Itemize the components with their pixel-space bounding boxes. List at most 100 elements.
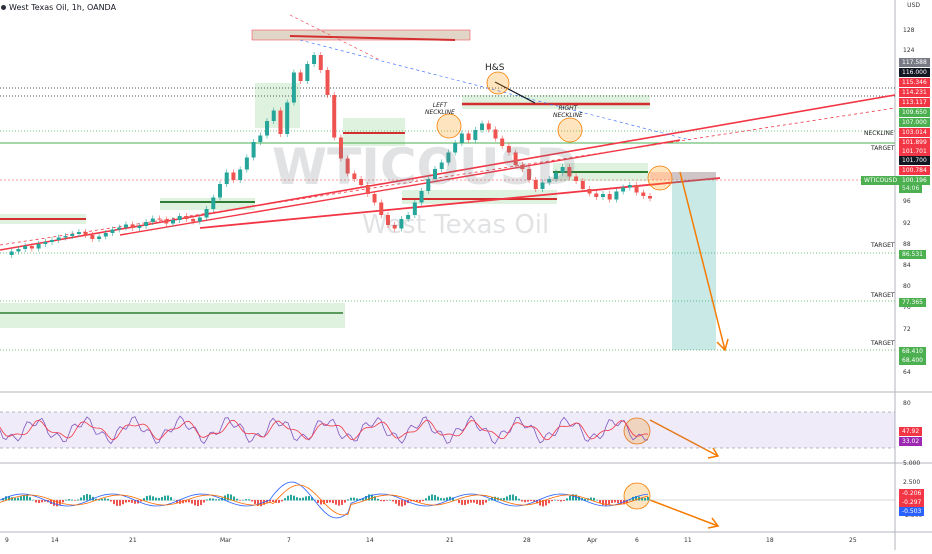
- candle-body: [406, 215, 411, 219]
- macd-histogram-bar: [293, 495, 295, 501]
- candle-body: [607, 194, 612, 200]
- macd-histogram-bar: [512, 494, 514, 501]
- macd-histogram-bar: [281, 500, 283, 502]
- trendline: [0, 107, 896, 246]
- candle-body: [76, 232, 81, 234]
- currency-label[interactable]: USD: [907, 2, 920, 9]
- candle-body: [144, 222, 149, 226]
- macd-histogram-bar: [338, 500, 340, 506]
- macd-histogram-bar: [245, 499, 247, 501]
- macd-histogram-bar: [572, 494, 574, 501]
- candle-body: [453, 143, 458, 153]
- candle-body: [164, 219, 169, 224]
- candle-body: [359, 179, 364, 185]
- macd-histogram-bar: [2, 498, 4, 501]
- macd-histogram-bar: [590, 497, 592, 501]
- macd-histogram-bar: [302, 497, 304, 501]
- candle-body: [594, 193, 599, 197]
- candle-body: [103, 233, 108, 237]
- candle-body: [365, 185, 370, 194]
- x-tick: 25: [849, 537, 857, 544]
- macd-histogram-bar: [272, 500, 274, 502]
- annotation-hs: H&S: [485, 63, 505, 73]
- stop-zone: [650, 172, 716, 180]
- macd-histogram-bar: [329, 500, 331, 503]
- macd-histogram-bar: [278, 500, 280, 503]
- candle-body: [197, 217, 202, 222]
- macd-histogram-bar: [17, 497, 19, 501]
- macd-histogram-bar: [113, 500, 115, 505]
- candle-body: [97, 236, 102, 239]
- macd-histogram-bar: [467, 500, 469, 504]
- candle-body: [486, 123, 491, 130]
- candle-body: [480, 123, 485, 130]
- macd-histogram-bar: [647, 496, 649, 501]
- macd-histogram-bar: [437, 496, 439, 501]
- candle-body: [533, 180, 538, 189]
- rsi-label: 47.92: [899, 427, 923, 436]
- candle-body: [392, 225, 397, 229]
- candle-body: [412, 202, 417, 215]
- arrow-head: [716, 338, 729, 352]
- macd-histogram-bar: [644, 498, 646, 501]
- rsi-line: [0, 415, 649, 445]
- candle-body: [305, 64, 310, 81]
- trendline: [289, 14, 381, 61]
- volume-profile: [252, 30, 470, 40]
- macd-histogram-bar: [635, 495, 637, 501]
- macd-histogram-bar: [449, 496, 451, 501]
- macd-histogram-bar: [404, 500, 406, 506]
- macd-histogram-bar: [191, 500, 193, 504]
- candle-body: [251, 142, 256, 158]
- candle-body: [137, 226, 142, 228]
- macd-histogram-bar: [206, 499, 208, 501]
- x-tick: 28: [523, 537, 531, 544]
- symbol-badge[interactable]: WTICOUSD: [861, 176, 901, 185]
- macd-histogram-bar: [521, 500, 523, 502]
- arrow-head: [707, 447, 720, 459]
- trendline: [0, 94, 896, 251]
- candle-body: [298, 72, 303, 81]
- x-tick: 14: [366, 537, 374, 544]
- macd-histogram-bar: [569, 495, 571, 501]
- x-tick: 21: [446, 537, 454, 544]
- annotation-left-neckline: LEFT NECKLINE: [425, 102, 455, 116]
- macd-histogram-bar: [593, 497, 595, 501]
- candle-body: [547, 179, 552, 183]
- macd-histogram-bar: [56, 500, 58, 507]
- macd-histogram-bar: [386, 500, 388, 501]
- macd-histogram-bar: [614, 500, 616, 503]
- chart-title: West Texas Oil, 1h, OANDA: [9, 3, 117, 12]
- macd-histogram-bar: [506, 496, 508, 501]
- macd-histogram-bar: [479, 500, 481, 506]
- candle-body: [627, 185, 632, 188]
- candle-body: [157, 218, 162, 220]
- candle-body: [634, 185, 639, 193]
- macd-histogram-bar: [461, 500, 463, 505]
- macd-histogram-bar: [383, 500, 385, 502]
- macd-histogram-bar: [131, 500, 133, 503]
- macd-histogram-bar: [389, 499, 391, 501]
- macd-histogram-bar: [629, 499, 631, 501]
- macd-histogram-bar: [395, 500, 397, 504]
- macd-histogram-bar: [380, 500, 382, 502]
- candle-body: [63, 236, 68, 238]
- macd-histogram-bar: [269, 500, 271, 502]
- macd-histogram-bar: [74, 500, 76, 501]
- highlight-circle: [557, 117, 583, 143]
- candle-body: [567, 167, 572, 177]
- candle-body: [265, 121, 270, 136]
- macd-histogram-bar: [197, 500, 199, 507]
- macd-histogram-bar: [251, 500, 253, 502]
- macd-histogram-bar: [584, 498, 586, 501]
- macd-histogram-bar: [242, 499, 244, 501]
- price-label: 68.410: [899, 347, 926, 356]
- candle-body: [16, 249, 21, 252]
- macd-histogram-bar: [71, 499, 73, 501]
- candle-body: [291, 72, 296, 103]
- candle-body: [50, 240, 55, 242]
- candle-body: [439, 162, 444, 169]
- trendline: [199, 177, 721, 229]
